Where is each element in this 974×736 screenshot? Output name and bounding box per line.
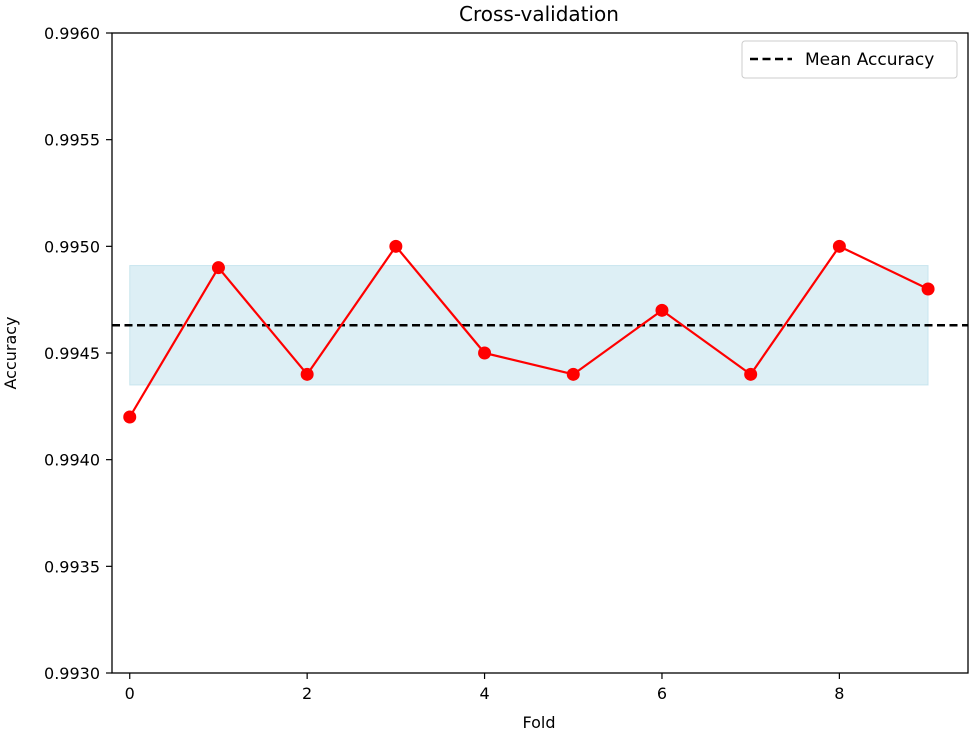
y-tick-label-0.9935: 0.9935 bbox=[44, 557, 100, 576]
data-point-fold-2 bbox=[300, 367, 314, 381]
data-point-fold-3 bbox=[389, 239, 403, 253]
data-point-fold-4 bbox=[478, 346, 492, 360]
y-axis-title: Accuracy bbox=[1, 316, 20, 389]
x-axis-title: Fold bbox=[522, 713, 555, 732]
y-tick-label-0.9960: 0.9960 bbox=[44, 24, 100, 43]
x-tick-label-0: 0 bbox=[125, 684, 135, 703]
y-tick-label-0.9940: 0.9940 bbox=[44, 451, 100, 470]
data-point-fold-1 bbox=[211, 261, 225, 275]
x-tick-label-6: 6 bbox=[657, 684, 667, 703]
legend-box bbox=[741, 40, 958, 79]
x-tick-label-2: 2 bbox=[302, 684, 312, 703]
y-tick-label-0.9945: 0.9945 bbox=[44, 344, 100, 363]
x-tick-label-4: 4 bbox=[479, 684, 489, 703]
chart-title: Cross-validation bbox=[459, 2, 619, 26]
data-point-fold-7 bbox=[744, 367, 758, 381]
x-tick-label-8: 8 bbox=[834, 684, 844, 703]
y-tick-label-0.9930: 0.9930 bbox=[44, 664, 100, 683]
y-tick-label-0.9950: 0.9950 bbox=[44, 237, 100, 256]
legend-mean-accuracy-label: Mean Accuracy bbox=[805, 50, 934, 70]
data-point-fold-9 bbox=[921, 282, 935, 296]
data-point-fold-8 bbox=[832, 239, 846, 253]
y-tick-label-0.9955: 0.9955 bbox=[44, 131, 100, 150]
legend: Mean Accuracy bbox=[741, 40, 958, 79]
data-point-fold-5 bbox=[566, 367, 580, 381]
plot-area bbox=[112, 239, 968, 424]
data-point-fold-0 bbox=[123, 410, 137, 424]
series-line-0 bbox=[128, 245, 929, 418]
data-point-fold-6 bbox=[655, 303, 669, 317]
axis-ticks: 0 2 4 6 8 0.9930 0.9935 0.9940 0.9945 0.9950 0.995… bbox=[44, 24, 844, 703]
